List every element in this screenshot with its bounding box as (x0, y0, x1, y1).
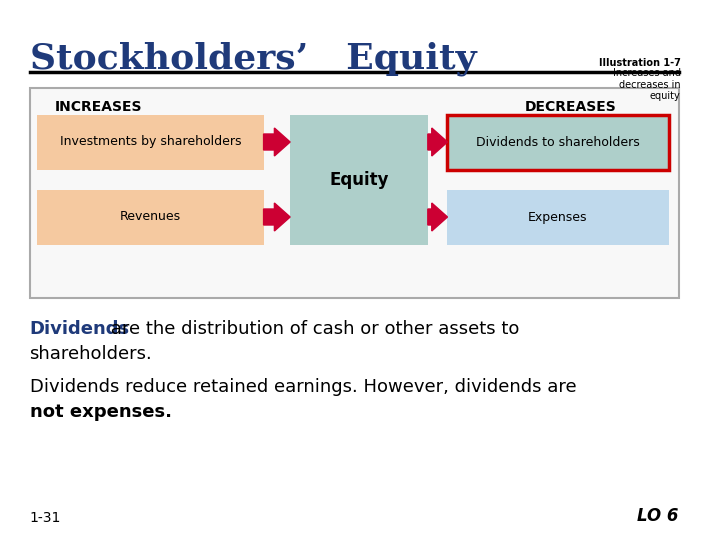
FancyBboxPatch shape (448, 190, 669, 245)
Text: Dividends reduce retained earnings. However, dividends are: Dividends reduce retained earnings. Howe… (30, 378, 576, 396)
FancyArrow shape (428, 203, 448, 231)
Text: Illustration 1-7: Illustration 1-7 (599, 58, 680, 68)
FancyArrow shape (264, 128, 290, 156)
Text: Stockholders’   Equity: Stockholders’ Equity (30, 42, 476, 77)
Text: shareholders.: shareholders. (30, 345, 152, 363)
Text: DECREASES: DECREASES (525, 100, 616, 114)
Text: Revenues: Revenues (120, 211, 181, 224)
FancyArrow shape (264, 203, 290, 231)
Text: are the distribution of cash or other assets to: are the distribution of cash or other as… (105, 320, 520, 338)
Text: INCREASES: INCREASES (55, 100, 142, 114)
Text: Expenses: Expenses (528, 211, 588, 224)
Text: Increases and
decreases in
equity: Increases and decreases in equity (613, 68, 680, 101)
FancyBboxPatch shape (37, 115, 264, 170)
Text: LO 6: LO 6 (637, 507, 679, 525)
Text: Investments by shareholders: Investments by shareholders (60, 136, 241, 148)
Text: not expenses.: not expenses. (30, 403, 171, 421)
Text: Dividends: Dividends (30, 320, 130, 338)
Text: Dividends to shareholders: Dividends to shareholders (476, 136, 639, 148)
FancyBboxPatch shape (290, 115, 428, 245)
Text: 1-31: 1-31 (30, 511, 61, 525)
Text: Equity: Equity (329, 171, 389, 189)
FancyBboxPatch shape (448, 115, 669, 170)
FancyBboxPatch shape (37, 190, 264, 245)
FancyArrow shape (428, 128, 448, 156)
FancyBboxPatch shape (30, 88, 679, 298)
